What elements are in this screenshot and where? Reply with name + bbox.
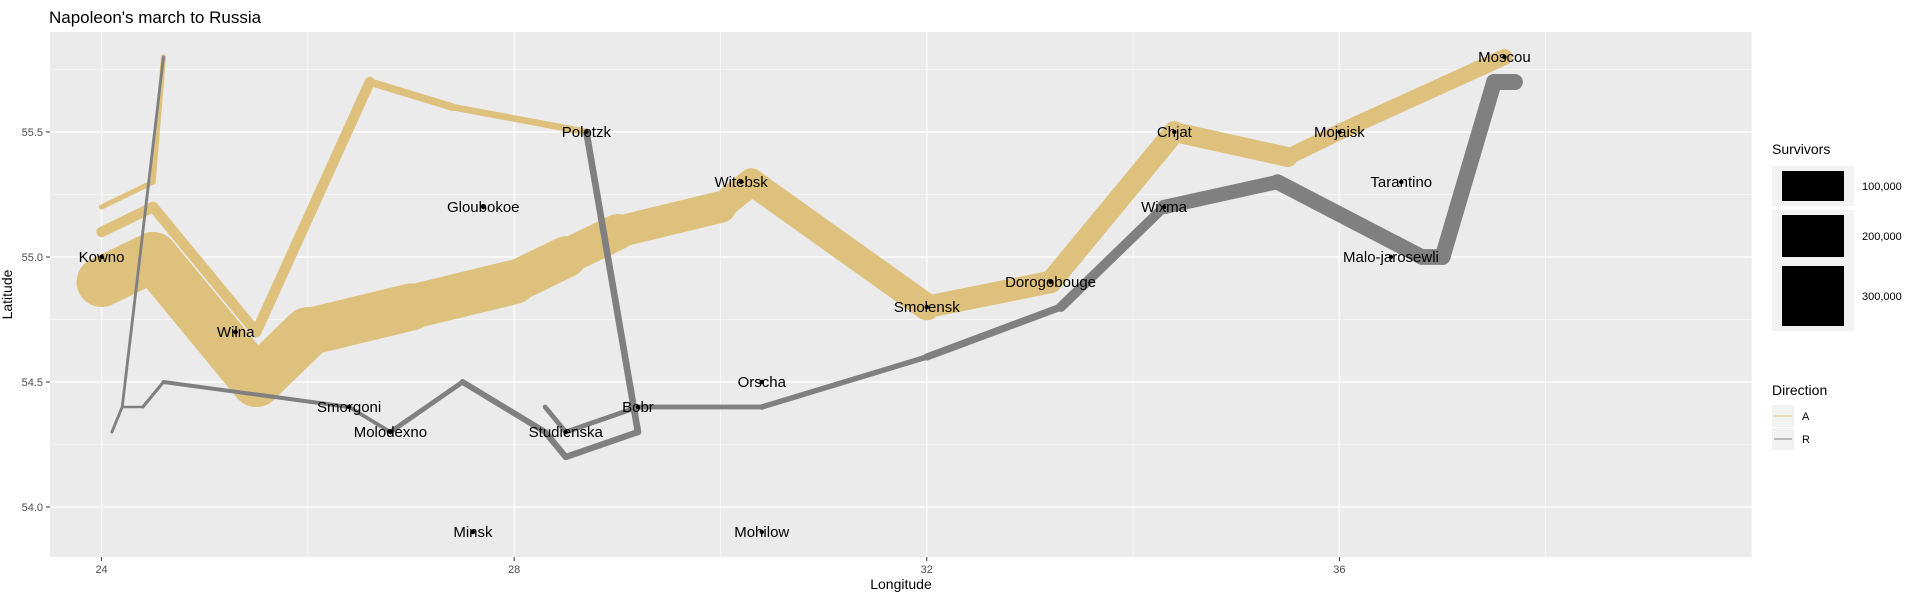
- city-label: Tarantino: [1370, 174, 1432, 191]
- troop-segment-R-group2: [387, 379, 466, 435]
- city-point: [346, 404, 352, 410]
- troop-segment-R-group2: [161, 380, 352, 409]
- city-point: [1399, 179, 1404, 185]
- city-point: [1388, 254, 1394, 260]
- axes: 24 28 32 36 54.0 54.5 55.0 55.5: [22, 127, 1346, 576]
- city-label: Molodexno: [354, 424, 427, 441]
- y-tick-label: 54.5: [22, 377, 43, 389]
- city-point: [99, 254, 104, 260]
- troop-segment-R-group2: [347, 405, 393, 434]
- y-axis-title: Latitude: [0, 269, 15, 319]
- city-point: [759, 529, 764, 535]
- direction-legend-label: R: [1802, 434, 1810, 446]
- x-tick-label: 36: [1333, 564, 1345, 576]
- city-point: [1337, 129, 1342, 135]
- troop-segment-A-group1: [1164, 122, 1298, 167]
- y-tick-label: 54.0: [22, 502, 43, 514]
- city-label: Malo-jarosewli: [1343, 249, 1439, 266]
- city-point: [470, 529, 476, 535]
- city-label: Chjat: [1157, 124, 1193, 141]
- troop-segment-R-group2: [459, 379, 549, 435]
- city-label: Minsk: [453, 524, 493, 541]
- troop-paths: [76, 48, 1523, 461]
- troop-segment-A-group1: [1039, 121, 1186, 293]
- city-label: Mojaisk: [1314, 124, 1365, 141]
- survivors-legend-swatch: [1782, 215, 1844, 257]
- city-point: [563, 429, 568, 435]
- city-label: Wixma: [1141, 199, 1187, 216]
- troop-segment-A-group1: [1331, 48, 1513, 141]
- direction-legend: Direction AR: [1772, 382, 1827, 450]
- city-label: Kowno: [79, 249, 125, 266]
- troop-segment-R-group2: [583, 128, 642, 436]
- troop-segment-A-group1: [128, 232, 282, 407]
- x-tick-label: 24: [95, 564, 107, 576]
- direction-legend-label: A: [1802, 411, 1810, 423]
- troop-segment-A-group2: [365, 78, 457, 111]
- x-tick-label: 28: [508, 564, 520, 576]
- direction-legend-title: Direction: [1772, 382, 1827, 398]
- city-point: [1172, 129, 1177, 135]
- troop-segment-R-group2: [542, 428, 569, 461]
- y-tick-label: 55.5: [22, 127, 43, 139]
- city-label: Studienska: [529, 424, 604, 441]
- city-point: [759, 379, 764, 385]
- troop-segment-A-group3: [99, 179, 156, 210]
- troop-segment-R-group1: [542, 404, 569, 435]
- survivors-legend-label: 300,000: [1862, 291, 1902, 303]
- city-point: [738, 179, 744, 185]
- troop-segment-R-group3: [110, 405, 124, 434]
- city-point: [388, 429, 393, 435]
- city-labels: Kowno Wilna Smorgoni Molodexno Gloubokoe Mins…: [79, 49, 1531, 541]
- city-point: [481, 204, 486, 210]
- troop-segment-A-group1: [1279, 123, 1348, 166]
- survivors-legend-label: 200,000: [1862, 231, 1902, 243]
- city-label: Orscha: [738, 374, 787, 391]
- city-point: [584, 129, 589, 135]
- city-label: Bobr: [622, 399, 654, 416]
- city-label: Smolensk: [894, 299, 960, 316]
- survivors-legend-swatch: [1782, 171, 1844, 201]
- city-label: Smorgoni: [317, 399, 381, 416]
- troop-segment-R-group1: [1269, 174, 1430, 265]
- troop-segment-A-group1: [738, 168, 941, 321]
- y-tick-label: 55.0: [22, 252, 43, 264]
- troop-segment-R-group3: [120, 55, 165, 409]
- troop-segment-A-group2: [147, 201, 262, 338]
- x-tick-label: 32: [921, 564, 933, 576]
- survivors-legend-title: Survivors: [1772, 141, 1830, 157]
- troop-segment-R-group1: [1156, 174, 1285, 215]
- troop-segment-A-group2: [448, 103, 590, 136]
- city-label: Wilna: [217, 324, 255, 341]
- city-label: Dorogobouge: [1005, 274, 1096, 291]
- troop-segment-A-group2: [251, 76, 376, 338]
- troop-segment-A-group1: [915, 270, 1062, 319]
- survivors-legend-swatch: [1782, 266, 1844, 326]
- chart-title: Napoleon's march to Russia: [49, 8, 262, 27]
- city-point: [635, 404, 641, 410]
- troop-segment-R-group2: [141, 380, 166, 409]
- city-label: Mohilow: [734, 524, 789, 541]
- city-point: [233, 329, 238, 335]
- survivors-legend-label: 100,000: [1862, 181, 1902, 193]
- troop-segment-A-group1: [601, 191, 737, 248]
- troop-segment-R-group1: [563, 404, 641, 435]
- city-point: [1048, 279, 1053, 285]
- city-label: Polotzk: [562, 124, 612, 141]
- city-point: [924, 304, 929, 310]
- city-point: [1502, 54, 1507, 60]
- troop-segment-R-group1: [923, 303, 1065, 361]
- city-label: Witebsk: [714, 174, 768, 191]
- troop-segment-R-group2: [562, 428, 642, 461]
- city-point: [1161, 204, 1167, 210]
- city-label: Gloubokoe: [447, 199, 520, 216]
- city-label: Moscou: [1478, 49, 1531, 66]
- troop-segment-R-group1: [1056, 202, 1169, 312]
- survivors-legend: Survivors 100,000 200,000 300,000: [1772, 141, 1902, 331]
- x-axis-title: Longitude: [870, 576, 932, 592]
- troop-segment-R-group1: [1434, 74, 1503, 265]
- troop-segment-R-group1: [759, 354, 930, 410]
